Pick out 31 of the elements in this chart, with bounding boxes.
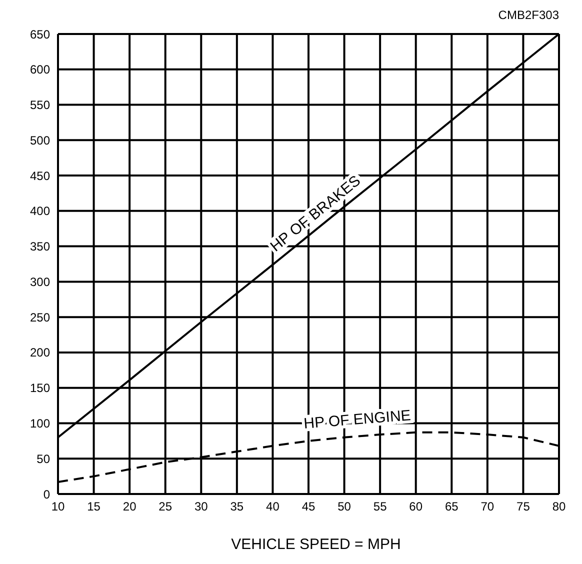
x-tick-label: 15 bbox=[87, 500, 101, 514]
x-tick-label: 30 bbox=[194, 500, 208, 514]
x-tick-label: 50 bbox=[338, 500, 352, 514]
x-axis-title: VEHICLE SPEED = MPH bbox=[230, 536, 402, 553]
text: CMB2F303 bbox=[498, 8, 559, 22]
x-tick-label: 10 bbox=[51, 500, 65, 514]
y-tick-label: 350 bbox=[30, 240, 50, 254]
x-tick-label: 45 bbox=[302, 500, 316, 514]
y-tick-label: 650 bbox=[30, 27, 50, 42]
y-tick-label: 300 bbox=[30, 274, 50, 289]
y-tick-label: 500 bbox=[30, 133, 50, 148]
y-tick-label: 400 bbox=[30, 204, 50, 218]
x-tick-label: 20 bbox=[122, 500, 137, 514]
x-tick-label: 25 bbox=[158, 500, 172, 514]
x-tick-label: 65 bbox=[444, 500, 459, 514]
y-tick-label: 150 bbox=[30, 381, 50, 396]
y-tick-label: 600 bbox=[30, 62, 50, 77]
y-tick-label: 250 bbox=[30, 310, 50, 324]
y-tick-label: 100 bbox=[30, 416, 50, 430]
x-tick-label: 75 bbox=[516, 500, 530, 514]
x-tick-label: 35 bbox=[230, 500, 244, 514]
x-tick-label: 70 bbox=[480, 500, 494, 514]
y-tick-label: 0 bbox=[43, 487, 50, 502]
x-tick-label: 40 bbox=[266, 500, 280, 514]
y-tick-label: 50 bbox=[36, 452, 50, 466]
y-tick-label: 450 bbox=[30, 168, 50, 183]
y-tick-label: 200 bbox=[30, 346, 50, 360]
y-tick-label: 550 bbox=[30, 98, 50, 112]
x-tick-label: 55 bbox=[373, 500, 388, 514]
x-tick-label: 60 bbox=[409, 500, 423, 514]
x-tick-label: 80 bbox=[552, 500, 566, 514]
